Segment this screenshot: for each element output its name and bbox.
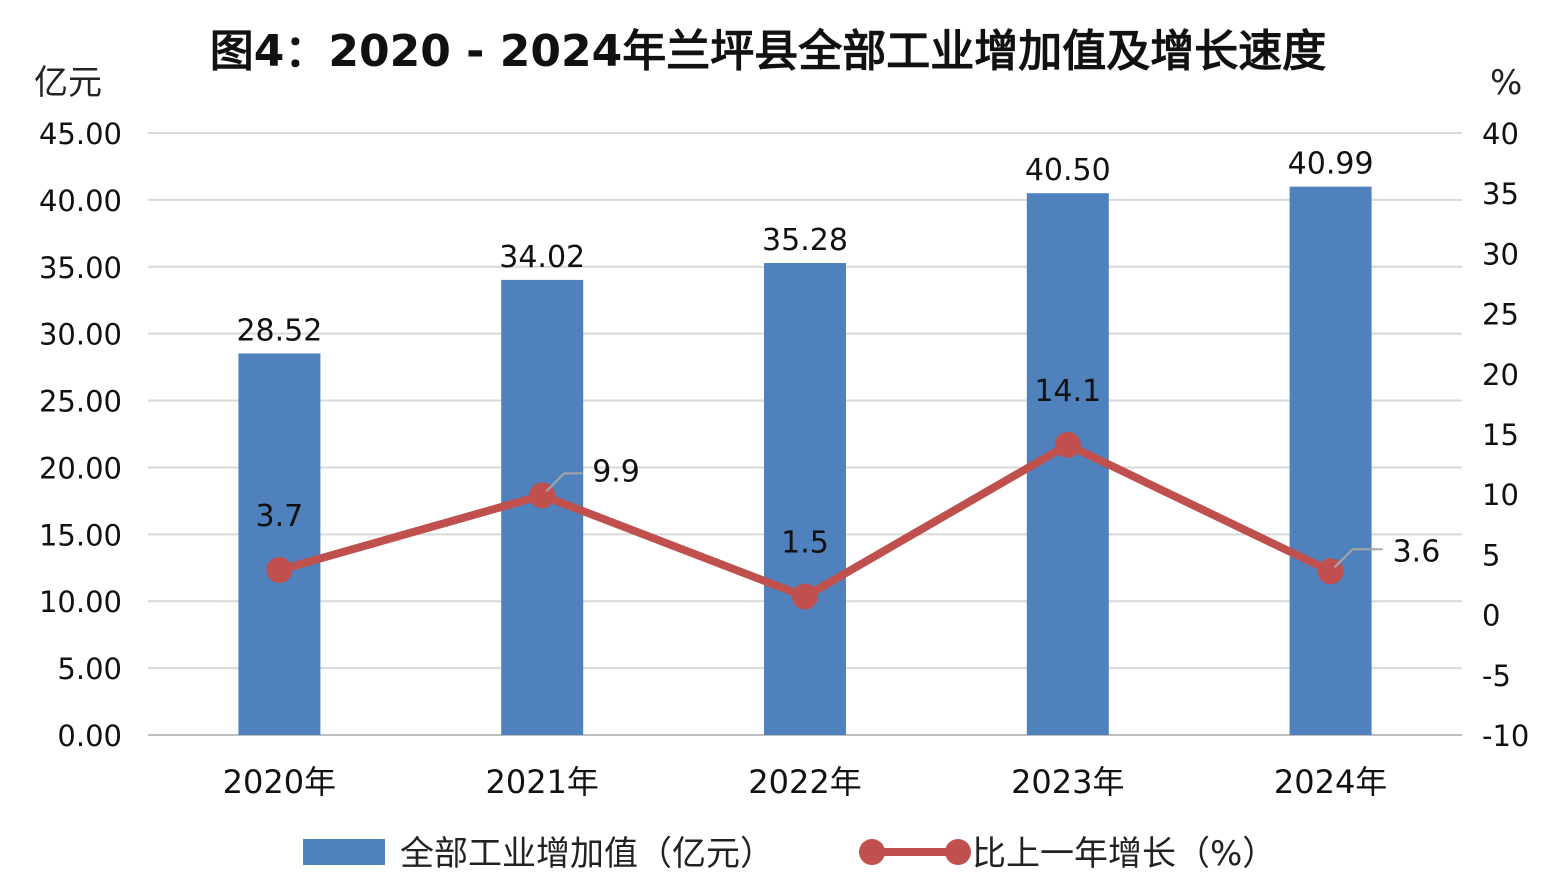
right-axis-tick-label: 10 xyxy=(1482,478,1519,512)
bar xyxy=(764,263,846,735)
left-axis-tick-label: 5.00 xyxy=(57,652,122,686)
x-axis-category-label: 2023年 xyxy=(1011,763,1124,801)
x-axis-category-label: 2022年 xyxy=(748,763,861,801)
left-axis-tick-label: 25.00 xyxy=(39,385,122,419)
right-axis-tick-label: 5 xyxy=(1482,538,1500,572)
label-leader-line xyxy=(545,472,583,493)
right-axis-tick-label: 35 xyxy=(1482,177,1519,211)
right-axis-tick-label: 15 xyxy=(1482,418,1519,452)
legend-line-marker-start xyxy=(859,839,885,865)
bar-value-label: 40.99 xyxy=(1288,147,1374,182)
right-axis-tick-label: 25 xyxy=(1482,298,1519,332)
bar-value-label: 35.28 xyxy=(762,223,848,258)
right-axis-tick-label: 30 xyxy=(1482,237,1519,271)
left-axis-tick-label: 35.00 xyxy=(39,251,122,285)
legend: 全部工业增加值（亿元） 比上一年增长（%） xyxy=(303,834,1276,874)
chart-title: 图4：2020 - 2024年兰坪县全部工业增加值及增长速度 xyxy=(210,26,1326,77)
right-axis-tick-label: -5 xyxy=(1482,659,1511,693)
right-axis-tick-label: 20 xyxy=(1482,358,1519,392)
legend-line-marker-end xyxy=(945,839,971,865)
legend-bar-swatch xyxy=(303,839,385,865)
left-axis-unit: 亿元 xyxy=(34,63,102,103)
right-axis-tick-label: -10 xyxy=(1482,719,1529,753)
line-value-label: 14.1 xyxy=(1034,374,1101,409)
left-axis-tick-label: 30.00 xyxy=(39,318,122,352)
bar-value-label: 40.50 xyxy=(1025,153,1111,188)
left-axis-tick-label: 10.00 xyxy=(39,585,122,619)
right-axis-unit: % xyxy=(1490,63,1522,103)
line-value-label: 3.6 xyxy=(1393,534,1441,569)
legend-line-label: 比上一年增长（%） xyxy=(972,834,1276,874)
left-axis-tick-label: 40.00 xyxy=(39,184,122,218)
growth-point xyxy=(1054,431,1081,458)
bar-value-label: 34.02 xyxy=(499,240,585,275)
line-value-label: 3.7 xyxy=(256,499,304,534)
growth-point xyxy=(266,557,293,584)
axes: 0.00 5.00 10.00 15.00 20.00 25.00 30.00 35.00 40… xyxy=(39,117,1529,801)
left-axis-tick-label: 45.00 xyxy=(39,117,122,151)
bar xyxy=(238,353,321,735)
growth-point xyxy=(792,583,818,610)
line-value-label: 9.9 xyxy=(592,454,640,489)
data-labels: 28.52 34.02 35.28 40.50 40.99 3.7 9.9 1.5 14.1 3.… xyxy=(236,147,1440,570)
left-axis-tick-label: 0.00 xyxy=(57,719,122,753)
bar-series xyxy=(238,186,1372,735)
x-axis-category-label: 2024年 xyxy=(1274,763,1387,801)
bar-value-label: 28.52 xyxy=(236,313,322,348)
left-axis-tick-label: 15.00 xyxy=(39,518,122,552)
line-value-label: 1.5 xyxy=(781,526,829,561)
label-leader-line xyxy=(1333,548,1383,568)
left-axis-tick-label: 20.00 xyxy=(39,451,122,485)
x-axis-category-label: 2020年 xyxy=(223,763,336,801)
right-axis-tick-label: 40 xyxy=(1482,117,1519,151)
bar xyxy=(1289,186,1372,735)
right-axis-tick-label: 0 xyxy=(1482,599,1500,633)
legend-bar-label: 全部工业增加值（亿元） xyxy=(400,834,774,874)
x-axis-category-label: 2021年 xyxy=(485,763,598,801)
